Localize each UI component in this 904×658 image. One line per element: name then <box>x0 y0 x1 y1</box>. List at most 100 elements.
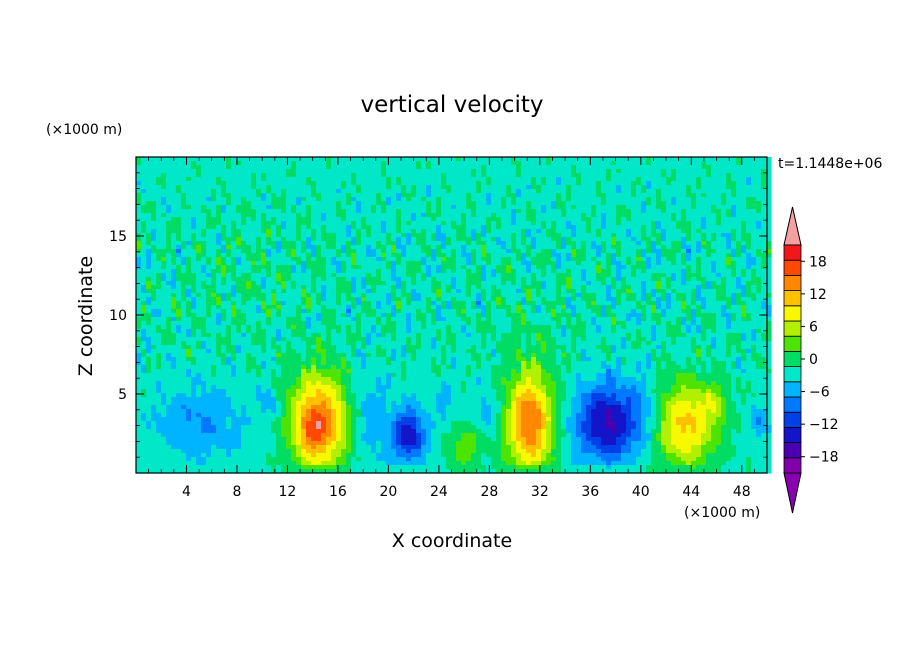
field-cell <box>211 309 217 314</box>
field-cell <box>296 201 302 206</box>
field-cell <box>321 253 327 258</box>
field-cell <box>606 217 612 222</box>
field-cell <box>316 293 322 298</box>
field-cell <box>256 313 262 318</box>
field-cell <box>576 217 582 222</box>
field-cell <box>441 309 447 314</box>
field-cell <box>281 161 287 166</box>
field-cell <box>251 225 257 230</box>
field-cell <box>451 157 457 162</box>
field-cell <box>391 281 397 286</box>
field-cell <box>311 189 317 194</box>
field-cell <box>736 217 742 222</box>
field-cell <box>531 193 537 198</box>
field-cell <box>611 193 617 198</box>
field-cell <box>171 265 177 270</box>
field-cell <box>606 205 612 210</box>
field-cell <box>546 185 552 190</box>
field-cell <box>581 161 587 166</box>
field-cell <box>241 229 247 234</box>
field-cell <box>721 277 727 282</box>
field-cell <box>671 269 677 274</box>
field-cell <box>481 217 487 222</box>
field-cell <box>551 225 557 230</box>
field-cell <box>286 281 292 286</box>
field-cell <box>551 241 557 246</box>
field-cell <box>366 209 372 214</box>
field-cell <box>301 181 307 186</box>
field-cell <box>426 237 432 242</box>
field-cell <box>136 233 142 238</box>
field-cell <box>691 265 697 270</box>
field-cell <box>536 257 542 262</box>
field-cell <box>296 181 302 186</box>
field-cell <box>256 173 262 178</box>
field-cell <box>226 205 232 210</box>
field-cell <box>156 165 162 170</box>
field-cell <box>141 205 147 210</box>
field-cell <box>201 161 207 166</box>
field-cell <box>446 165 452 170</box>
field-cell <box>256 165 262 170</box>
field-cell <box>726 229 732 234</box>
field-cell <box>491 205 497 210</box>
field-cell <box>401 169 407 174</box>
field-cell <box>666 205 672 210</box>
field-cell <box>586 201 592 206</box>
field-cell <box>291 313 297 318</box>
field-cell <box>231 205 237 210</box>
field-cell <box>491 285 497 290</box>
field-cell <box>276 177 282 182</box>
field-cell <box>381 297 387 302</box>
field-cell <box>596 257 602 262</box>
field-cell <box>296 205 302 210</box>
field-cell <box>621 205 627 210</box>
field-cell <box>276 293 282 298</box>
field-cell <box>511 253 517 258</box>
field-cell <box>146 169 152 174</box>
field-cell <box>456 221 462 226</box>
field-cell <box>651 193 657 198</box>
field-cell <box>221 233 227 238</box>
field-cell <box>676 177 682 182</box>
field-cell <box>591 209 597 214</box>
field-cell <box>211 253 217 258</box>
field-cell <box>296 229 302 234</box>
field-cell <box>536 177 542 182</box>
field-cell <box>551 209 557 214</box>
field-cell <box>141 305 147 310</box>
field-cell <box>481 173 487 178</box>
field-cell <box>576 221 582 226</box>
field-cell <box>291 249 297 254</box>
field-cell <box>516 285 522 290</box>
field-cell <box>466 309 472 314</box>
field-cell <box>486 193 492 198</box>
field-cell <box>316 269 322 274</box>
field-cell <box>416 281 422 286</box>
field-cell <box>686 169 692 174</box>
field-cell <box>501 297 507 302</box>
field-cell <box>381 189 387 194</box>
field-cell <box>661 193 667 198</box>
field-cell <box>216 269 222 274</box>
field-cell <box>241 161 247 166</box>
field-cell <box>301 165 307 170</box>
field-cell <box>146 269 152 274</box>
field-cell <box>561 177 567 182</box>
field-cell <box>476 161 482 166</box>
field-cell <box>536 281 542 286</box>
field-cell <box>356 157 362 162</box>
field-cell <box>401 229 407 234</box>
field-cell <box>491 221 497 226</box>
field-cell <box>721 285 727 290</box>
field-cell <box>711 257 717 262</box>
field-cell <box>611 265 617 270</box>
field-cell <box>596 233 602 238</box>
field-cell <box>601 169 607 174</box>
field-cell <box>571 197 577 202</box>
field-cell <box>551 273 557 278</box>
field-cell <box>686 305 692 310</box>
field-cell <box>496 205 502 210</box>
field-cell <box>641 297 647 302</box>
field-cell <box>321 237 327 242</box>
